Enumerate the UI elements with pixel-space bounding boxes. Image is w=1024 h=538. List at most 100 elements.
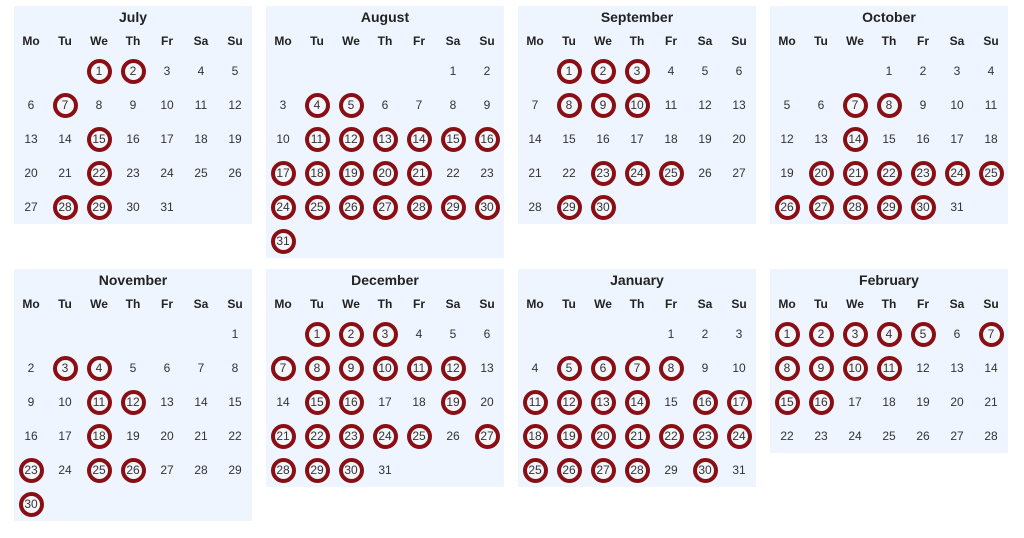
day-number[interactable]: 28: [528, 200, 542, 214]
day-number[interactable]: 10: [276, 132, 290, 146]
day-number[interactable]: 19: [228, 132, 242, 146]
day-number[interactable]: 13: [24, 132, 38, 146]
highlighted-day[interactable]: 30: [590, 194, 616, 220]
day-number[interactable]: 15: [882, 132, 896, 146]
highlighted-day[interactable]: 7: [270, 355, 296, 381]
day-number[interactable]: 6: [381, 98, 389, 112]
day-number[interactable]: 30: [126, 200, 140, 214]
highlighted-day[interactable]: 26: [120, 457, 146, 483]
day-number[interactable]: 18: [194, 132, 208, 146]
highlighted-day[interactable]: 8: [876, 92, 902, 118]
day-number[interactable]: 17: [378, 395, 392, 409]
highlighted-day[interactable]: 3: [624, 58, 650, 84]
day-number[interactable]: 11: [664, 98, 678, 112]
day-number[interactable]: 8: [231, 361, 239, 375]
highlighted-day[interactable]: 30: [474, 194, 500, 220]
day-number[interactable]: 5: [783, 98, 791, 112]
day-number[interactable]: 31: [950, 200, 964, 214]
highlighted-day[interactable]: 15: [86, 126, 112, 152]
day-number[interactable]: 9: [483, 98, 491, 112]
day-number[interactable]: 21: [58, 166, 72, 180]
highlighted-day[interactable]: 29: [556, 194, 582, 220]
day-number[interactable]: 9: [27, 395, 35, 409]
highlighted-day[interactable]: 13: [372, 126, 398, 152]
day-number[interactable]: 7: [197, 361, 205, 375]
day-number[interactable]: 26: [698, 166, 712, 180]
highlighted-day[interactable]: 29: [304, 457, 330, 483]
highlighted-day[interactable]: 5: [556, 355, 582, 381]
day-number[interactable]: 22: [446, 166, 460, 180]
day-number[interactable]: 14: [984, 361, 998, 375]
day-number[interactable]: 17: [950, 132, 964, 146]
highlighted-day[interactable]: 23: [590, 160, 616, 186]
highlighted-day[interactable]: 13: [590, 389, 616, 415]
highlighted-day[interactable]: 26: [556, 457, 582, 483]
highlighted-day[interactable]: 4: [304, 92, 330, 118]
day-number[interactable]: 9: [919, 98, 927, 112]
highlighted-day[interactable]: 7: [624, 355, 650, 381]
highlighted-day[interactable]: 9: [338, 355, 364, 381]
highlighted-day[interactable]: 20: [808, 160, 834, 186]
highlighted-day[interactable]: 29: [86, 194, 112, 220]
day-number[interactable]: 27: [732, 166, 746, 180]
day-number[interactable]: 7: [415, 98, 423, 112]
highlighted-day[interactable]: 9: [808, 355, 834, 381]
highlighted-day[interactable]: 24: [270, 194, 296, 220]
highlighted-day[interactable]: 12: [556, 389, 582, 415]
day-number[interactable]: 17: [848, 395, 862, 409]
day-number[interactable]: 20: [950, 395, 964, 409]
highlighted-day[interactable]: 18: [304, 160, 330, 186]
day-number[interactable]: 12: [698, 98, 712, 112]
day-number[interactable]: 16: [596, 132, 610, 146]
highlighted-day[interactable]: 10: [624, 92, 650, 118]
day-number[interactable]: 12: [228, 98, 242, 112]
day-number[interactable]: 15: [228, 395, 242, 409]
day-number[interactable]: 18: [984, 132, 998, 146]
day-number[interactable]: 5: [231, 64, 239, 78]
day-number[interactable]: 20: [732, 132, 746, 146]
day-number[interactable]: 27: [160, 463, 174, 477]
highlighted-day[interactable]: 3: [52, 355, 78, 381]
day-number[interactable]: 24: [160, 166, 174, 180]
day-number[interactable]: 14: [528, 132, 542, 146]
highlighted-day[interactable]: 10: [372, 355, 398, 381]
highlighted-day[interactable]: 10: [842, 355, 868, 381]
highlighted-day[interactable]: 8: [774, 355, 800, 381]
day-number[interactable]: 27: [24, 200, 38, 214]
highlighted-day[interactable]: 22: [658, 423, 684, 449]
highlighted-day[interactable]: 1: [304, 321, 330, 347]
highlighted-day[interactable]: 19: [338, 160, 364, 186]
highlighted-day[interactable]: 24: [372, 423, 398, 449]
highlighted-day[interactable]: 26: [774, 194, 800, 220]
highlighted-day[interactable]: 29: [440, 194, 466, 220]
highlighted-day[interactable]: 29: [876, 194, 902, 220]
highlighted-day[interactable]: 2: [120, 58, 146, 84]
day-number[interactable]: 8: [449, 98, 457, 112]
day-number[interactable]: 25: [194, 166, 208, 180]
highlighted-day[interactable]: 27: [808, 194, 834, 220]
highlighted-day[interactable]: 14: [406, 126, 432, 152]
day-number[interactable]: 1: [885, 64, 893, 78]
day-number[interactable]: 13: [814, 132, 828, 146]
day-number[interactable]: 3: [279, 98, 287, 112]
day-number[interactable]: 15: [562, 132, 576, 146]
day-number[interactable]: 23: [480, 166, 494, 180]
day-number[interactable]: 29: [228, 463, 242, 477]
highlighted-day[interactable]: 15: [304, 389, 330, 415]
highlighted-day[interactable]: 28: [52, 194, 78, 220]
day-number[interactable]: 31: [732, 463, 746, 477]
day-number[interactable]: 9: [129, 98, 137, 112]
day-number[interactable]: 22: [228, 429, 242, 443]
day-number[interactable]: 8: [95, 98, 103, 112]
highlighted-day[interactable]: 26: [338, 194, 364, 220]
day-number[interactable]: 16: [24, 429, 38, 443]
day-number[interactable]: 21: [194, 429, 208, 443]
highlighted-day[interactable]: 25: [978, 160, 1004, 186]
highlighted-day[interactable]: 19: [556, 423, 582, 449]
highlighted-day[interactable]: 2: [590, 58, 616, 84]
highlighted-day[interactable]: 30: [910, 194, 936, 220]
highlighted-day[interactable]: 12: [338, 126, 364, 152]
day-number[interactable]: 4: [987, 64, 995, 78]
day-number[interactable]: 6: [483, 327, 491, 341]
day-number[interactable]: 3: [953, 64, 961, 78]
